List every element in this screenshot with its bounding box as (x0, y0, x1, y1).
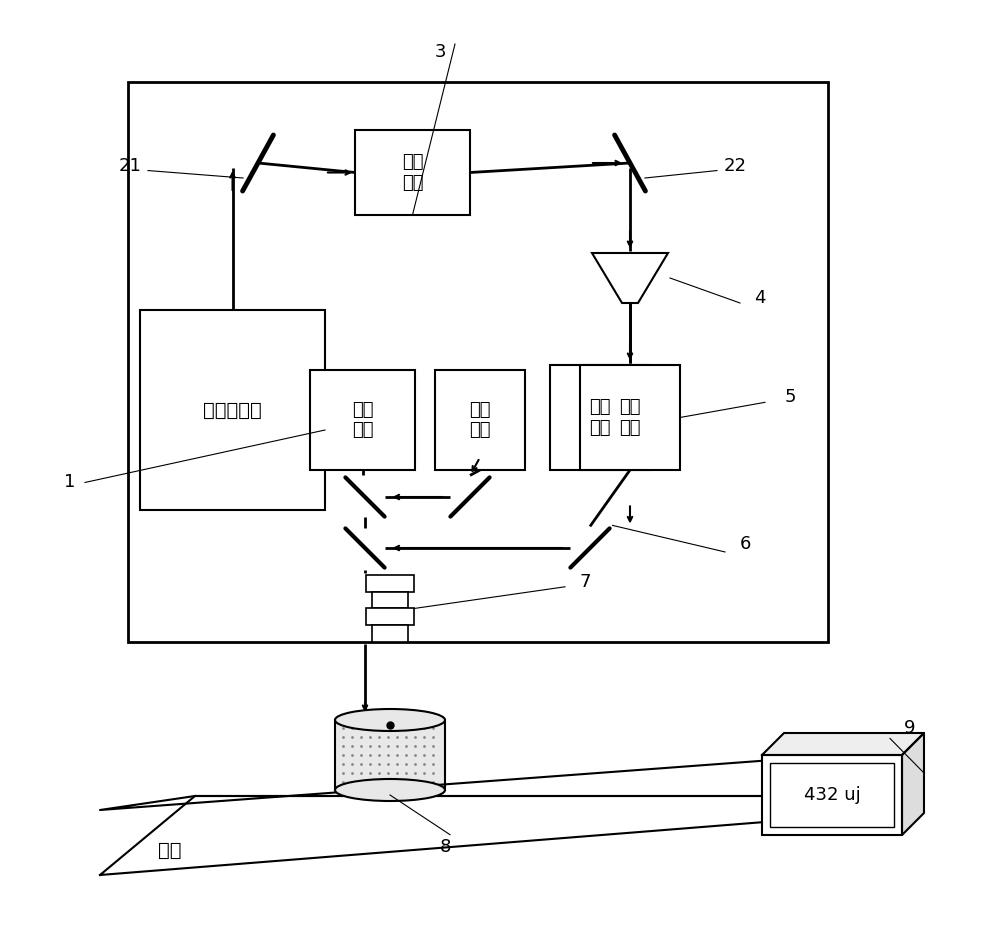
Text: 4: 4 (754, 289, 766, 307)
Text: 22: 22 (724, 156, 746, 175)
Text: 3: 3 (434, 43, 446, 61)
Bar (335, 720, 445, 790)
Bar (372, 592, 408, 608)
Ellipse shape (335, 709, 445, 731)
Text: 基台: 基台 (158, 840, 182, 860)
Bar (310, 370, 415, 470)
Bar (580, 365, 680, 470)
Text: 7: 7 (579, 572, 591, 591)
Bar (355, 130, 470, 215)
Text: 光路
狭缝: 光路 狭缝 (619, 398, 641, 437)
Bar (762, 755, 902, 835)
Text: 6: 6 (739, 534, 751, 553)
Bar (435, 370, 525, 470)
Bar (372, 625, 408, 642)
Text: 9: 9 (904, 719, 916, 738)
Text: 光衰
减器: 光衰 减器 (402, 153, 423, 192)
Bar (550, 365, 650, 470)
Bar (770, 763, 894, 827)
Text: 光路
狭缝: 光路 狭缝 (589, 398, 611, 437)
Text: 照明
系统: 照明 系统 (469, 400, 491, 439)
Text: 5: 5 (784, 388, 796, 407)
Bar (140, 310, 325, 510)
Polygon shape (100, 755, 840, 810)
Polygon shape (762, 733, 924, 755)
Polygon shape (100, 796, 840, 875)
Text: 432 uj: 432 uj (804, 786, 860, 804)
Text: 8: 8 (439, 837, 451, 856)
Polygon shape (902, 733, 924, 835)
Ellipse shape (335, 779, 445, 801)
Text: 21: 21 (119, 156, 141, 175)
Text: 激光发生器: 激光发生器 (203, 400, 262, 419)
Bar (128, 82, 828, 642)
Text: 1: 1 (64, 473, 76, 492)
Polygon shape (592, 253, 668, 303)
Bar (366, 608, 414, 625)
Text: 光学
系统: 光学 系统 (352, 400, 373, 439)
Bar (366, 575, 414, 592)
